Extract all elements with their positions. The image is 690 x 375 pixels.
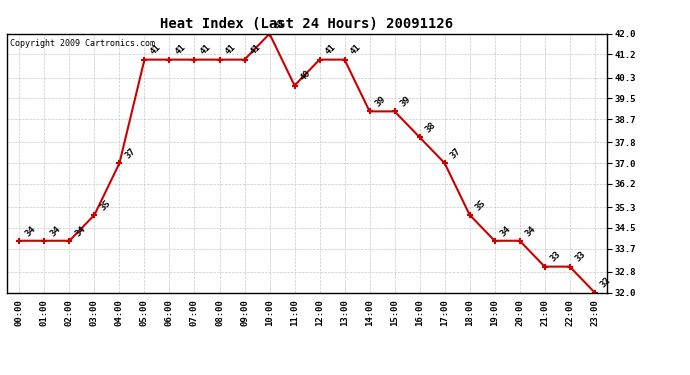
Text: 32: 32 bbox=[599, 276, 613, 290]
Text: 34: 34 bbox=[74, 224, 88, 238]
Text: 41: 41 bbox=[174, 43, 188, 57]
Text: 39: 39 bbox=[399, 94, 413, 109]
Title: Heat Index (Last 24 Hours) 20091126: Heat Index (Last 24 Hours) 20091126 bbox=[161, 17, 453, 31]
Text: 34: 34 bbox=[524, 224, 538, 238]
Text: 41: 41 bbox=[348, 43, 363, 57]
Text: 35: 35 bbox=[474, 198, 488, 212]
Text: 33: 33 bbox=[549, 250, 563, 264]
Text: 37: 37 bbox=[448, 146, 463, 160]
Text: 34: 34 bbox=[23, 224, 37, 238]
Text: 41: 41 bbox=[224, 43, 237, 57]
Text: 34: 34 bbox=[48, 224, 63, 238]
Text: 34: 34 bbox=[499, 224, 513, 238]
Text: Copyright 2009 Cartronics.com: Copyright 2009 Cartronics.com bbox=[10, 39, 155, 48]
Text: 41: 41 bbox=[248, 43, 263, 57]
Text: 39: 39 bbox=[374, 94, 388, 109]
Text: 33: 33 bbox=[574, 250, 588, 264]
Text: 37: 37 bbox=[124, 146, 137, 160]
Text: 41: 41 bbox=[148, 43, 163, 57]
Text: 41: 41 bbox=[324, 43, 337, 57]
Text: 40: 40 bbox=[299, 69, 313, 83]
Text: 42: 42 bbox=[274, 17, 288, 31]
Text: 41: 41 bbox=[199, 43, 213, 57]
Text: 35: 35 bbox=[99, 198, 112, 212]
Text: 38: 38 bbox=[424, 120, 437, 135]
